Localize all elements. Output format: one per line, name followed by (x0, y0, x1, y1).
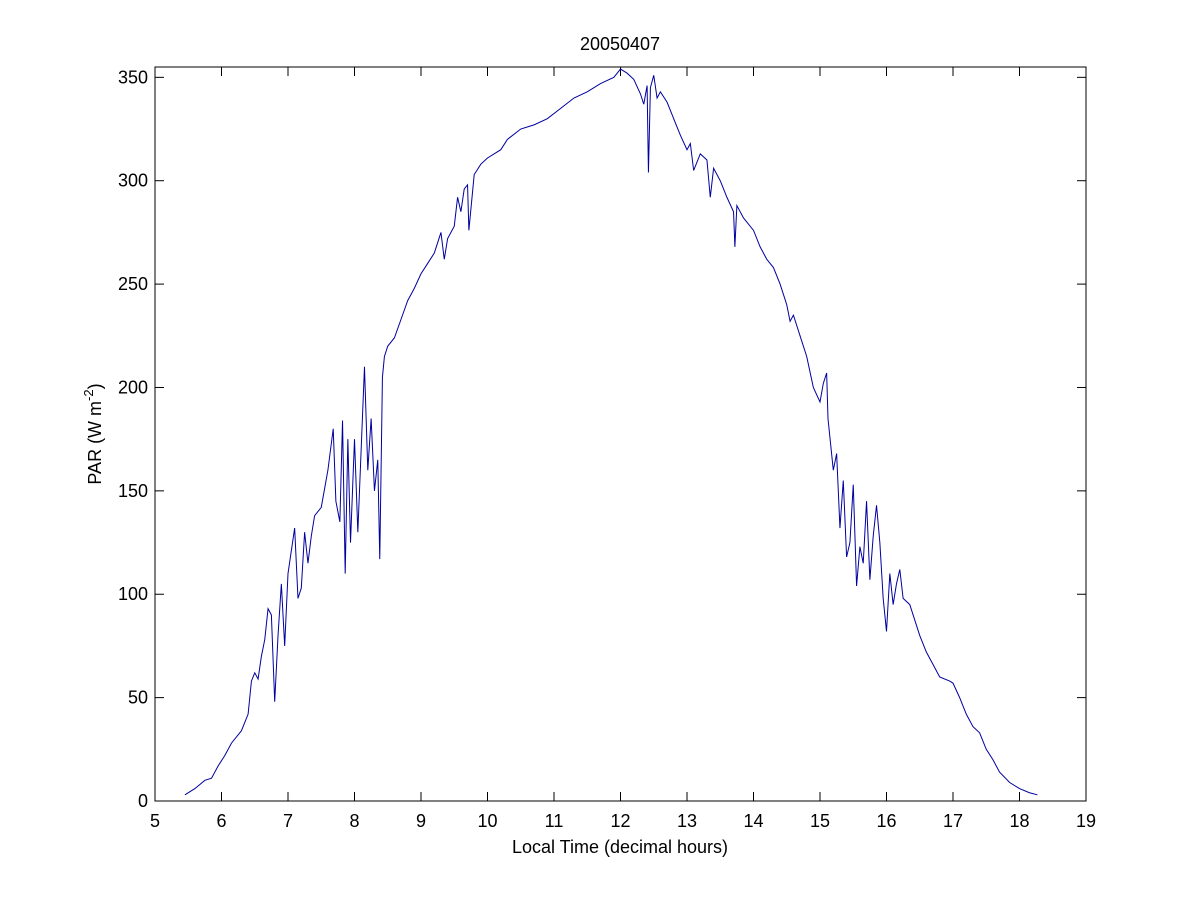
y-tick-label: 50 (128, 688, 148, 708)
y-label-suffix: ) (85, 383, 105, 389)
x-tick-label: 7 (283, 811, 293, 831)
x-tick-label: 19 (1076, 811, 1096, 831)
x-tick-label: 6 (216, 811, 226, 831)
y-tick-label: 200 (118, 377, 148, 397)
y-label-sup: -2 (81, 389, 96, 401)
x-tick-label: 13 (677, 811, 697, 831)
data-line (184, 68, 1038, 796)
y-tick-label: 350 (118, 67, 148, 87)
x-tick-label: 9 (416, 811, 426, 831)
x-tick-label: 12 (610, 811, 630, 831)
y-label-text: PAR (W m (85, 401, 105, 485)
chart-title: 20050407 (580, 34, 660, 54)
x-tick-label: 10 (477, 811, 497, 831)
x-tick-label: 15 (810, 811, 830, 831)
x-tick-label: 8 (349, 811, 359, 831)
x-axis-label: Local Time (decimal hours) (512, 837, 728, 857)
x-tick-label: 16 (876, 811, 896, 831)
y-tick-label: 150 (118, 481, 148, 501)
y-tick-label: 250 (118, 274, 148, 294)
x-tick-label: 18 (1009, 811, 1029, 831)
y-tick-label: 300 (118, 171, 148, 191)
x-tick-label: 5 (150, 811, 160, 831)
x-tick-label: 11 (545, 811, 564, 831)
x-tick-label: 14 (743, 811, 763, 831)
y-tick-label: 100 (118, 584, 148, 604)
y-axis-label: PAR (W m-2) (81, 383, 105, 484)
x-tick-label: 17 (943, 811, 963, 831)
y-tick-label: 0 (138, 791, 148, 811)
